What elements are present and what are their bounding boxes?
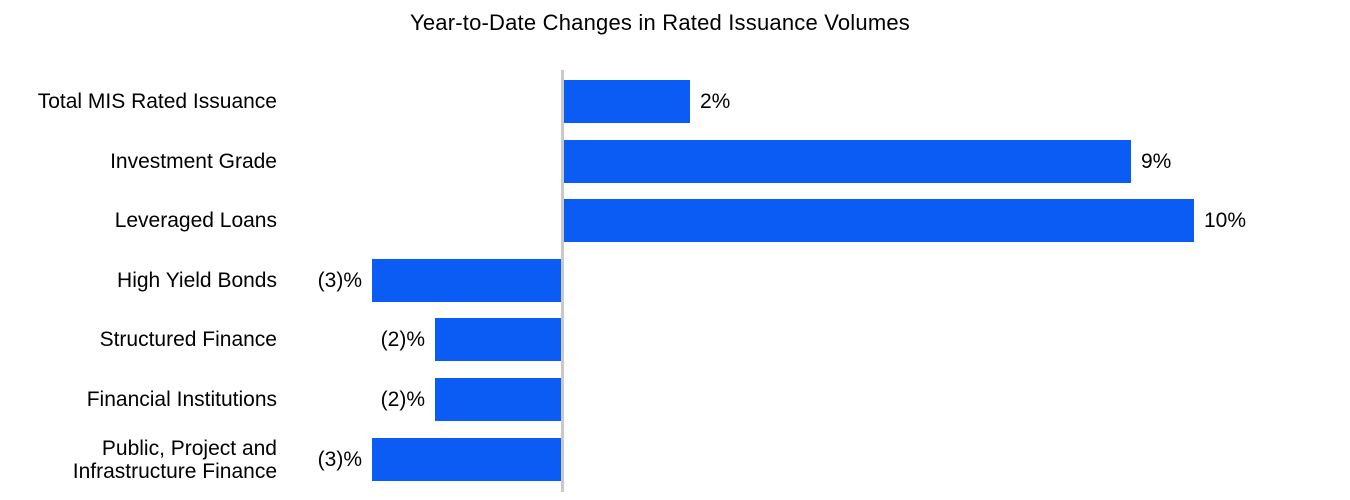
value-label: 2% — [700, 89, 731, 113]
value-label: (2)% — [380, 387, 425, 411]
bar — [564, 80, 690, 123]
category-label: Leveraged Loans — [114, 209, 277, 232]
category-label: Public, Project and Infrastructure Finan… — [72, 436, 277, 483]
bar — [372, 438, 561, 481]
value-label: 9% — [1141, 149, 1172, 173]
bar — [435, 318, 561, 361]
category-label: Total MIS Rated Issuance — [37, 90, 277, 113]
bar — [564, 199, 1194, 242]
bar — [372, 259, 561, 302]
chart-title: Year-to-Date Changes in Rated Issuance V… — [409, 10, 910, 35]
value-label: 10% — [1204, 208, 1247, 232]
bar — [435, 378, 561, 421]
category-label: Investment Grade — [110, 150, 277, 173]
bar — [564, 140, 1131, 183]
category-label: High Yield Bonds — [117, 269, 277, 292]
zero-axis-line — [561, 70, 564, 492]
value-label: (2)% — [380, 327, 425, 351]
value-label: (3)% — [317, 447, 362, 471]
category-label: Structured Finance — [99, 328, 277, 351]
value-label: (3)% — [317, 268, 362, 292]
category-label: Financial Institutions — [86, 388, 277, 411]
